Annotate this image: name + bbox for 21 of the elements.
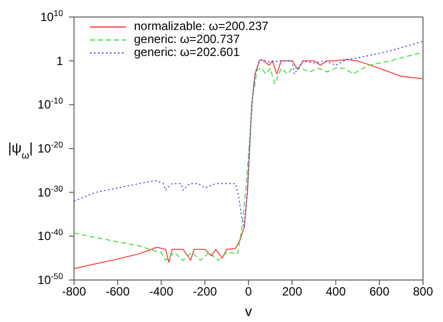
legend-label: generic: ω=202.601 xyxy=(134,45,240,59)
legend-label: generic: ω=200.737 xyxy=(134,32,240,46)
x-tick-label: -600 xyxy=(106,284,130,299)
y-axis-title: |ψ$_{ω}$| xyxy=(8,140,33,161)
x-tick-label: 800 xyxy=(412,284,434,299)
y-tick-label: 10$^{-40}$ xyxy=(38,227,64,244)
x-axis-title: v xyxy=(245,303,252,319)
x-tick-label: 400 xyxy=(326,284,346,299)
x-tick-label: -400 xyxy=(149,284,174,299)
y-tick-label: 10$^{-10}$ xyxy=(38,96,64,112)
x-tick-label: 200 xyxy=(282,284,302,299)
x-tick-label: 600 xyxy=(369,284,390,299)
y-tick-label: 10$^{10}$ xyxy=(40,8,64,24)
y-tick-label: 10$^{-20}$ xyxy=(38,140,64,156)
x-tick-label: 0 xyxy=(245,284,252,299)
x-tick-label: -800 xyxy=(62,284,86,299)
y-tick-label: 10$^{-30}$ xyxy=(38,183,64,200)
x-tick-label: -200 xyxy=(192,284,218,299)
legend-label: normalizable: ω=200.237 xyxy=(134,19,268,33)
y-tick-label: 10$^{-50}$ xyxy=(38,271,64,287)
y-tick-label: 1 xyxy=(56,54,64,68)
